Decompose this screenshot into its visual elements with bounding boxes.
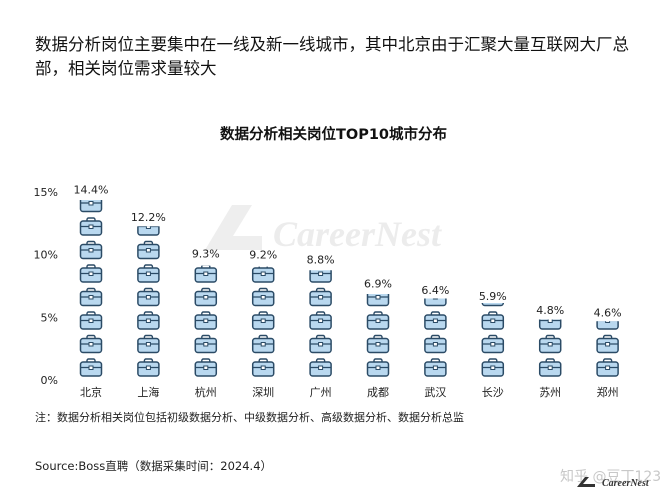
briefcase-icon [424, 311, 447, 330]
data-label: 14.4% [74, 184, 109, 197]
data-label: 9.3% [192, 247, 220, 260]
data-label: 4.8% [536, 304, 564, 317]
x-tick-label: 深圳 [252, 386, 274, 399]
briefcase-icon [309, 287, 332, 307]
briefcase-icon [137, 358, 160, 377]
briefcase-icon [194, 311, 218, 330]
x-tick-label: 苏州 [539, 386, 561, 399]
y-axis: 0% 5% 10% 15% [34, 186, 58, 387]
watermark-logo-icon [205, 205, 262, 250]
data-label: 4.6% [594, 306, 622, 319]
briefcase-icon [538, 358, 562, 377]
x-tick-label: 成都 [367, 386, 389, 399]
x-tick-label: 广州 [310, 386, 332, 399]
briefcase-icon [481, 358, 505, 377]
careernest-logo-icon [577, 477, 595, 487]
briefcase-icon [309, 270, 332, 283]
briefcase-icon [481, 311, 505, 330]
briefcase-icon [538, 319, 562, 330]
x-tick-label: 郑州 [597, 385, 619, 399]
data-label: 5.9% [479, 290, 507, 303]
briefcase-icon [596, 321, 619, 330]
briefcase-icon [79, 217, 103, 236]
briefcase-icon [596, 358, 619, 377]
briefcase-icon [194, 358, 218, 377]
briefcase-icon [309, 311, 332, 330]
briefcase-icon [309, 334, 332, 354]
briefcase-icon [137, 334, 160, 354]
headline: 数据分析岗位主要集中在一线及新一线城市，其中北京由于汇聚大量互联网大厂总部，相关… [35, 35, 629, 78]
briefcase-icon [79, 358, 103, 377]
watermark-text: CareerNest [273, 214, 442, 254]
y-tick-label: 0% [41, 374, 58, 387]
data-label: 6.4% [421, 284, 449, 297]
y-tick-label: 10% [34, 249, 58, 262]
briefcase-icon [366, 358, 390, 377]
icon-bars [79, 199, 619, 377]
briefcase-icon [194, 265, 218, 283]
briefcase-icon [309, 358, 332, 377]
briefcase-icon [481, 334, 505, 354]
data-label: 8.8% [307, 254, 335, 267]
briefcase-icon [424, 298, 447, 307]
briefcase-icon [366, 311, 390, 330]
briefcase-icon [79, 199, 103, 213]
briefcase-icon [366, 293, 390, 307]
briefcase-icon [251, 334, 275, 354]
briefcase-icon [424, 334, 447, 354]
briefcase-icon [79, 264, 103, 283]
x-tick-label: 长沙 [482, 386, 504, 399]
briefcase-icon [251, 287, 275, 307]
data-label: 12.2% [131, 211, 166, 224]
briefcase-icon [79, 287, 103, 307]
data-labels: 14.4% 12.2% 9.3% 9.2% 8.8% 6.9% 6.4% 5.9% 4.8% 4.… [74, 184, 622, 320]
x-tick-label: 武汉 [424, 386, 446, 399]
y-tick-label: 5% [41, 311, 58, 324]
briefcase-icon [137, 264, 160, 283]
briefcase-icon [424, 358, 447, 377]
briefcase-icon [538, 334, 562, 354]
briefcase-icon [481, 303, 505, 307]
briefcase-icon [194, 334, 218, 354]
briefcase-icon [137, 226, 160, 236]
briefcase-icon [79, 240, 103, 260]
y-tick-label: 15% [34, 186, 58, 199]
briefcase-icon [596, 334, 619, 354]
briefcase-icon [79, 311, 103, 330]
source-note: Source:Boss直聘（数据采集时间：2024.4） [35, 459, 273, 473]
brand-name: CareerNest [602, 478, 649, 489]
footnote: 注：数据分析相关岗位包括初级数据分析、中级数据分析、高级数据分析、数据分析总监 [35, 411, 464, 424]
x-tick-label: 北京 [80, 385, 102, 399]
briefcase-icon [251, 266, 275, 283]
x-tick-label: 杭州 [195, 385, 217, 399]
chart-title: 数据分析相关岗位TOP10城市分布 [219, 127, 448, 143]
briefcase-icon [194, 287, 218, 307]
x-axis: 北京 上海 杭州 深圳 广州 成都 武汉 长沙 苏州 郑州 [80, 385, 619, 399]
briefcase-icon [251, 358, 275, 377]
data-label: 9.2% [249, 249, 277, 262]
x-tick-label: 上海 [137, 385, 159, 399]
briefcase-icon [366, 334, 390, 354]
briefcase-icon [79, 334, 103, 354]
data-label: 6.9% [364, 278, 392, 291]
briefcase-icon [137, 311, 160, 330]
briefcase-icon [251, 311, 275, 330]
briefcase-icon [137, 287, 160, 307]
briefcase-icon [137, 240, 160, 260]
watermark-layer: CareerNest [205, 205, 442, 254]
